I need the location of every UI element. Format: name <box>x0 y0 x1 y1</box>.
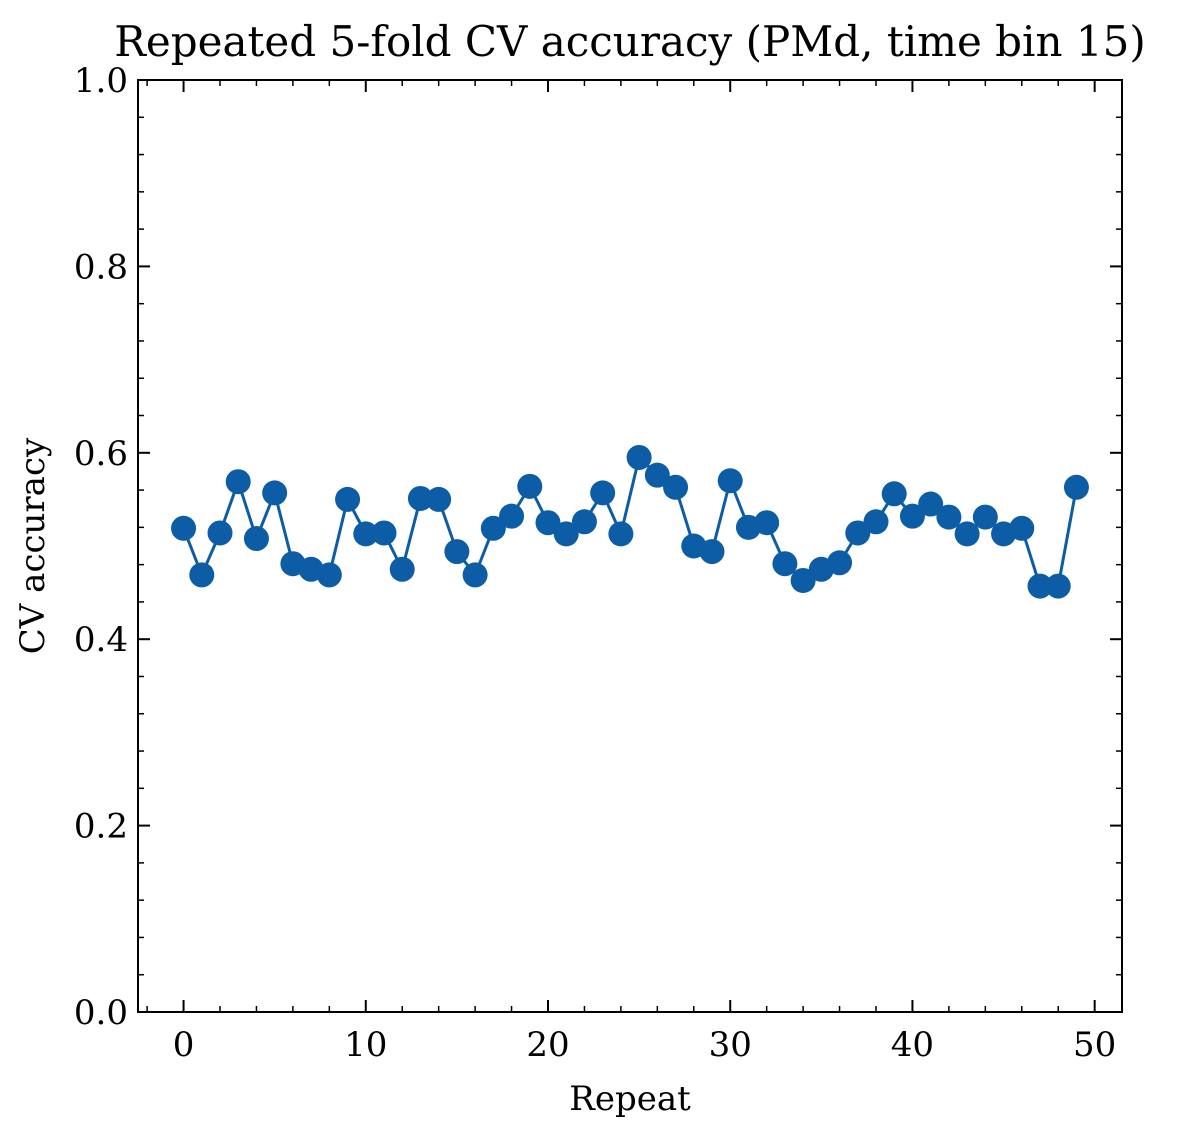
data-point <box>407 485 433 511</box>
data-point <box>754 510 780 536</box>
data-point <box>699 539 725 565</box>
x-axis-label: Repeat <box>569 1079 691 1119</box>
y-tick-label: 0.8 <box>74 247 128 287</box>
data-point <box>189 562 215 588</box>
data-point <box>954 521 980 547</box>
data-point <box>863 509 889 535</box>
y-tick-label: 0.2 <box>74 807 128 847</box>
data-point <box>316 562 342 588</box>
x-tick-label: 20 <box>526 1025 569 1065</box>
data-point <box>1045 573 1071 599</box>
data-point <box>717 468 743 494</box>
data-point <box>499 503 525 529</box>
x-tick-label: 30 <box>709 1025 752 1065</box>
data-point <box>480 515 506 541</box>
data-point <box>1009 515 1035 541</box>
y-tick-label: 1.0 <box>74 61 128 101</box>
data-point <box>225 469 251 495</box>
data-point <box>571 509 597 535</box>
data-point <box>827 550 853 576</box>
data-point <box>972 504 998 530</box>
x-tick-label: 40 <box>891 1025 934 1065</box>
y-tick-label: 0.6 <box>74 434 128 474</box>
data-point <box>1063 474 1089 500</box>
chart-title: Repeated 5-fold CV accuracy (PMd, time b… <box>114 17 1145 66</box>
data-point <box>663 474 689 500</box>
x-tick-label: 0 <box>173 1025 195 1065</box>
data-point <box>517 473 543 499</box>
x-tick-label: 10 <box>344 1025 387 1065</box>
data-point <box>262 480 288 506</box>
data-point <box>590 480 616 506</box>
data-point <box>644 462 670 488</box>
y-tick-label: 0.4 <box>74 620 128 660</box>
data-point <box>845 520 871 546</box>
data-point <box>207 520 233 546</box>
data-point <box>353 521 379 547</box>
data-point <box>243 526 269 552</box>
data-point <box>881 481 907 507</box>
data-point <box>608 521 634 547</box>
data-point <box>171 515 197 541</box>
data-point <box>936 504 962 530</box>
data-point <box>899 503 925 529</box>
data-point <box>444 539 470 565</box>
series-layer <box>171 444 1089 599</box>
data-point <box>535 510 561 536</box>
data-point <box>371 520 397 546</box>
data-point <box>426 486 452 512</box>
data-point <box>553 521 579 547</box>
plot-frame <box>137 79 1123 1013</box>
data-point <box>772 551 798 577</box>
x-tick-label: 50 <box>1073 1025 1116 1065</box>
data-point <box>626 444 652 470</box>
data-point <box>918 491 944 517</box>
data-point <box>335 486 361 512</box>
data-point <box>790 567 816 593</box>
data-point <box>462 562 488 588</box>
y-tick-label: 0.0 <box>74 993 128 1033</box>
y-axis-label: CV accuracy <box>13 437 53 654</box>
data-point <box>389 556 415 582</box>
data-point <box>1027 573 1053 599</box>
